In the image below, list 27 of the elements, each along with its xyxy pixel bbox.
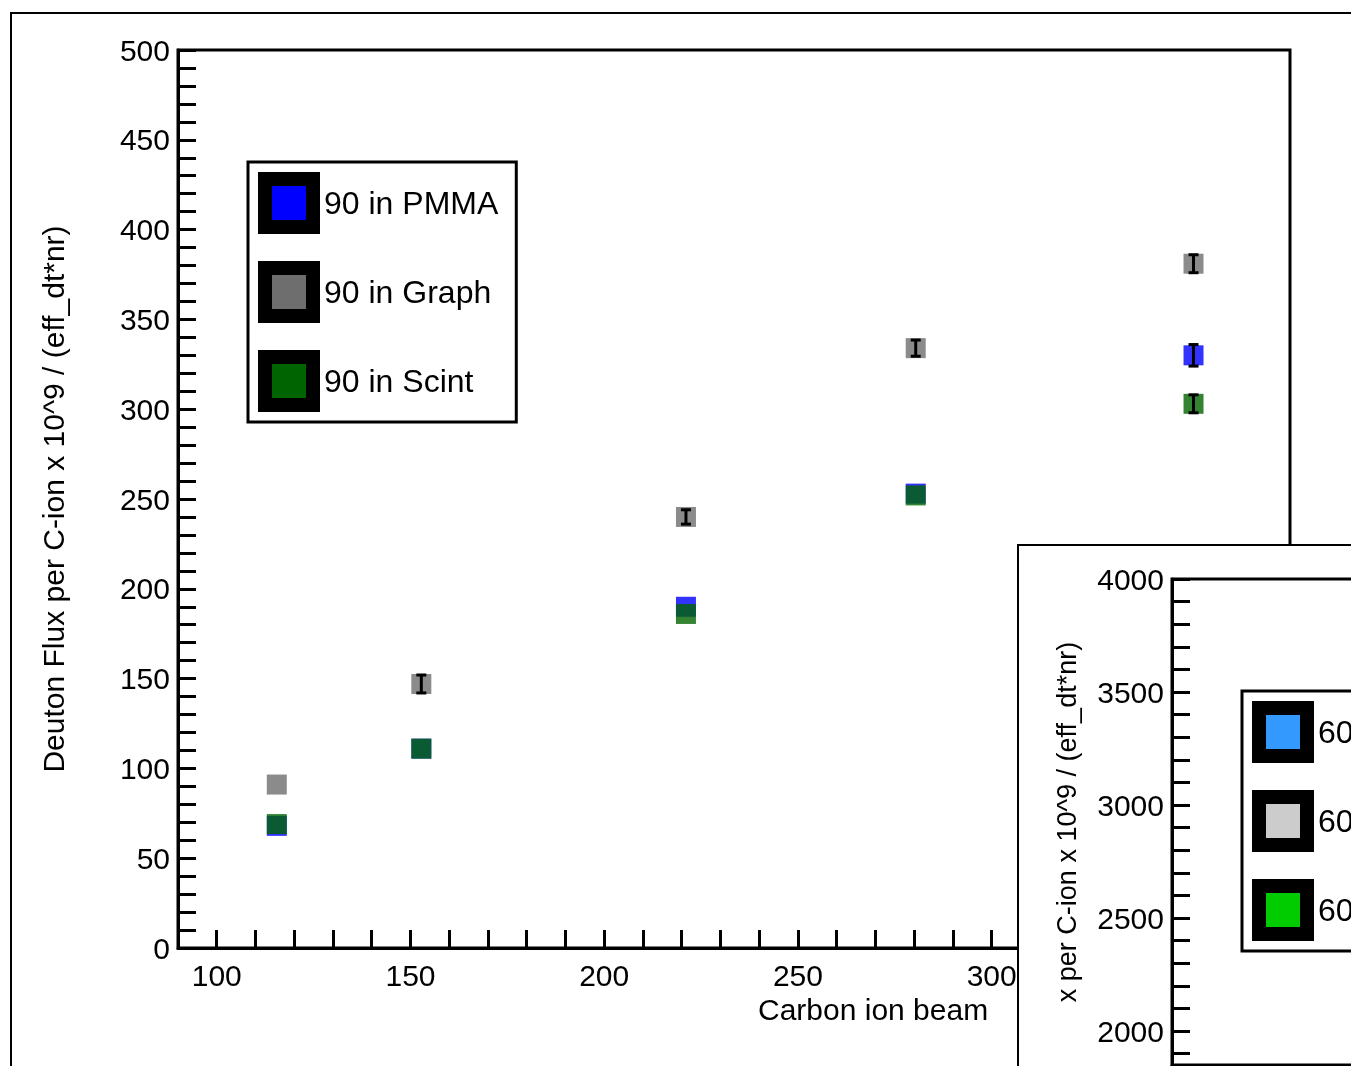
x-tick-label: 150 xyxy=(385,958,436,992)
y-tick-label: 0 xyxy=(153,931,170,965)
x-tick-label: 250 xyxy=(772,958,823,992)
legend-label: 90 in Scint xyxy=(324,363,474,399)
y-tick-label: 50 xyxy=(136,841,170,875)
x-tick-label: 200 xyxy=(579,958,630,992)
legend-label: 90 in PMMA xyxy=(324,185,499,221)
y-tick-label: 200 xyxy=(119,572,170,606)
y-tick-label: 450 xyxy=(119,123,170,157)
x-axis-title: Carbon ion beam xyxy=(758,992,989,1026)
y-tick-label: 300 xyxy=(119,392,170,426)
y-tick-label: 350 xyxy=(119,302,170,336)
y-tick-label: 4000 xyxy=(1097,562,1164,596)
y-axis-title: Deuton Flux per C-ion x 10^9 / (eff_dt*nr) xyxy=(36,225,70,773)
y-axis-title: x per C-ion x 10^9 / (eff_dt*nr) xyxy=(1051,641,1082,1003)
y-tick-label: 500 xyxy=(119,33,170,67)
y-tick-label: 100 xyxy=(119,751,170,785)
x-tick-label: 300 xyxy=(966,958,1017,992)
y-tick-label: 2500 xyxy=(1097,901,1164,935)
y-tick-label: 250 xyxy=(119,482,170,516)
y-tick-label: 3000 xyxy=(1097,788,1164,822)
legend-label: 90 in Graph xyxy=(324,274,492,310)
y-tick-label: 2000 xyxy=(1097,1014,1164,1048)
y-tick-label: 150 xyxy=(119,662,170,696)
y-tick-label: 400 xyxy=(119,213,170,247)
x-tick-label: 100 xyxy=(191,958,242,992)
y-tick-label: 3500 xyxy=(1097,675,1164,709)
